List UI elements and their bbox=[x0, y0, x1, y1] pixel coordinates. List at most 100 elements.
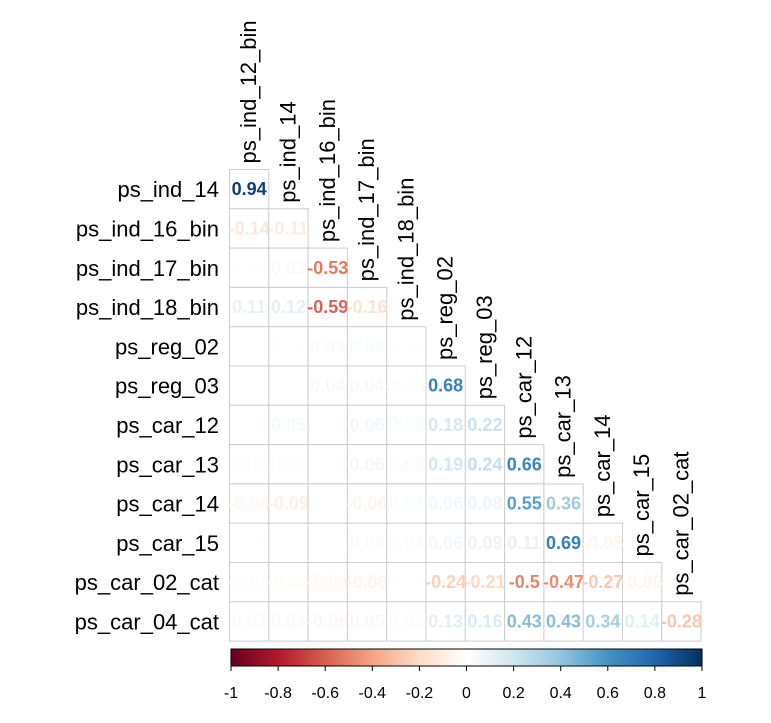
cell-value: 0.06 bbox=[428, 533, 463, 553]
heatmap-cell: 0.04 bbox=[307, 365, 348, 406]
cell-value: 0.34 bbox=[585, 611, 620, 631]
cell-frame bbox=[229, 522, 270, 564]
cell-value: 0.01 bbox=[232, 533, 267, 553]
heatmap-cell: 0 bbox=[307, 483, 348, 524]
heatmap-cell: 0.06 bbox=[425, 522, 466, 564]
colorbar: -1 -0.8 -0.6 -0.4 -0.2 0 0.2 0.4 0.6 0.8 1 bbox=[224, 648, 707, 702]
cell-frame bbox=[543, 522, 584, 564]
cell-value: -0.06 bbox=[347, 494, 388, 514]
cell-frame bbox=[229, 365, 270, 406]
heatmap-cell: 0.01 bbox=[307, 444, 348, 485]
heatmap-cell: 0.13 bbox=[425, 601, 466, 642]
cell-value: 0.66 bbox=[507, 454, 542, 474]
cell-frame bbox=[268, 286, 309, 328]
cell-frame bbox=[386, 365, 427, 406]
heatmap-cell: -0.11 bbox=[268, 208, 309, 249]
colorbar-tick-label: 0.6 bbox=[597, 685, 619, 702]
heatmap-cell: -0.59 bbox=[307, 286, 348, 328]
column-label: ps_ind_14 bbox=[275, 101, 300, 203]
cell-value: -0.09 bbox=[268, 494, 309, 514]
cell-value: 0.02 bbox=[232, 454, 267, 474]
cell-frame bbox=[307, 444, 348, 485]
heatmap-cell: 0.01 bbox=[268, 522, 309, 564]
cell-frame bbox=[229, 562, 270, 603]
heatmap-cell: -0.09 bbox=[268, 483, 309, 524]
cell-value: 0.43 bbox=[546, 611, 581, 631]
cell-value: -0.11 bbox=[268, 218, 308, 238]
cell-value: 0.43 bbox=[507, 611, 542, 631]
cell-value: -0.27 bbox=[582, 572, 623, 592]
row-label: ps_ind_18_bin bbox=[76, 295, 219, 320]
cell-frame bbox=[543, 562, 584, 603]
cell-value: 0.06 bbox=[350, 454, 385, 474]
heatmap-cell: 0.03 bbox=[386, 522, 427, 564]
heatmap-cell: 0.18 bbox=[425, 404, 466, 446]
heatmap-cell: -0.06 bbox=[347, 562, 388, 603]
cell-value: -0.14 bbox=[229, 218, 270, 238]
colorbar-tick-label: 0.8 bbox=[644, 685, 666, 702]
cell-value: 0.68 bbox=[428, 376, 463, 396]
cell-value: 0.01 bbox=[310, 454, 345, 474]
cell-value: 0.19 bbox=[428, 454, 463, 474]
cell-frame bbox=[543, 483, 584, 524]
heatmap-cell: 0.06 bbox=[346, 404, 388, 446]
heatmap-cell: 0.69 bbox=[543, 522, 584, 564]
cell-value: 0.03 bbox=[350, 533, 385, 553]
row-label: ps_reg_02 bbox=[115, 334, 219, 359]
colorbar-tick-label: 0.4 bbox=[550, 685, 572, 702]
cell-frame bbox=[346, 601, 388, 642]
column-label: ps_ind_18_bin bbox=[393, 178, 418, 321]
heatmap-cell: 0.02 bbox=[386, 601, 427, 642]
cell-value: 0.04 bbox=[350, 376, 385, 396]
heatmap-cell: -0.04 bbox=[307, 562, 348, 603]
cell-frame bbox=[425, 522, 466, 564]
row-label: ps_car_02_cat bbox=[75, 570, 219, 595]
cell-frame bbox=[622, 601, 663, 642]
cell-value: 0.01 bbox=[232, 415, 267, 435]
cell-value: 0.06 bbox=[428, 494, 463, 514]
heatmap-cell: 0.34 bbox=[582, 601, 624, 642]
cell-value: 0.55 bbox=[507, 494, 542, 514]
column-label: ps_car_13 bbox=[551, 375, 576, 478]
cell-value: 0 bbox=[323, 533, 333, 553]
cell-frame bbox=[229, 169, 270, 210]
cell-frame bbox=[307, 247, 348, 288]
cell-value: 0.36 bbox=[546, 494, 581, 514]
heatmap-cell: -0.06 bbox=[622, 562, 663, 603]
cell-value: 0.11 bbox=[507, 533, 541, 553]
cell-frame bbox=[346, 286, 388, 328]
cell-value: -0.01 bbox=[386, 376, 427, 396]
cell-value: 0.01 bbox=[389, 336, 424, 356]
row-label: ps_ind_16_bin bbox=[76, 216, 219, 241]
cell-value: 0.69 bbox=[546, 533, 581, 553]
heatmap-cell: 0.01 bbox=[229, 522, 270, 564]
cell-frame bbox=[268, 365, 309, 406]
cell-value: 0.01 bbox=[310, 415, 345, 435]
cell-value: 0.05 bbox=[350, 611, 385, 631]
heatmap-cell: 0.01 bbox=[268, 326, 309, 367]
colorbar-tick-label: 0 bbox=[462, 685, 471, 702]
heatmap-cell: -0.16 bbox=[346, 286, 388, 328]
column-label: ps_ind_16_bin bbox=[315, 99, 340, 242]
cell-value: -0.16 bbox=[347, 297, 388, 317]
cell-value: 0.01 bbox=[271, 533, 306, 553]
heatmap-cell: 0.22 bbox=[464, 404, 506, 446]
cell-value: -0.06 bbox=[622, 572, 663, 592]
cell-frame bbox=[543, 601, 584, 642]
row-labels: ps_ind_14 ps_ind_16_bin ps_ind_17_bin ps_in… bbox=[75, 177, 219, 634]
cell-frame bbox=[582, 601, 624, 642]
row-label: ps_car_12 bbox=[116, 413, 219, 438]
heatmap-cell: 0.08 bbox=[464, 483, 506, 524]
cell-grid: 0.94-0.14-0.110.01 0.03 -0.530.11 0.12 -0.59… bbox=[229, 169, 702, 642]
cell-frame bbox=[346, 483, 388, 524]
colorbar-tick-label: -0.6 bbox=[311, 685, 339, 702]
heatmap-cell: 0.05 bbox=[268, 404, 309, 446]
cell-frame bbox=[346, 326, 388, 367]
cell-value: 0.08 bbox=[467, 494, 502, 514]
heatmap-cell: 0.11 bbox=[229, 286, 270, 328]
cell-value: 0.03 bbox=[389, 454, 424, 474]
cell-frame bbox=[346, 522, 388, 564]
cell-value: 0 bbox=[244, 336, 254, 356]
cell-value: -0.05 bbox=[307, 611, 348, 631]
